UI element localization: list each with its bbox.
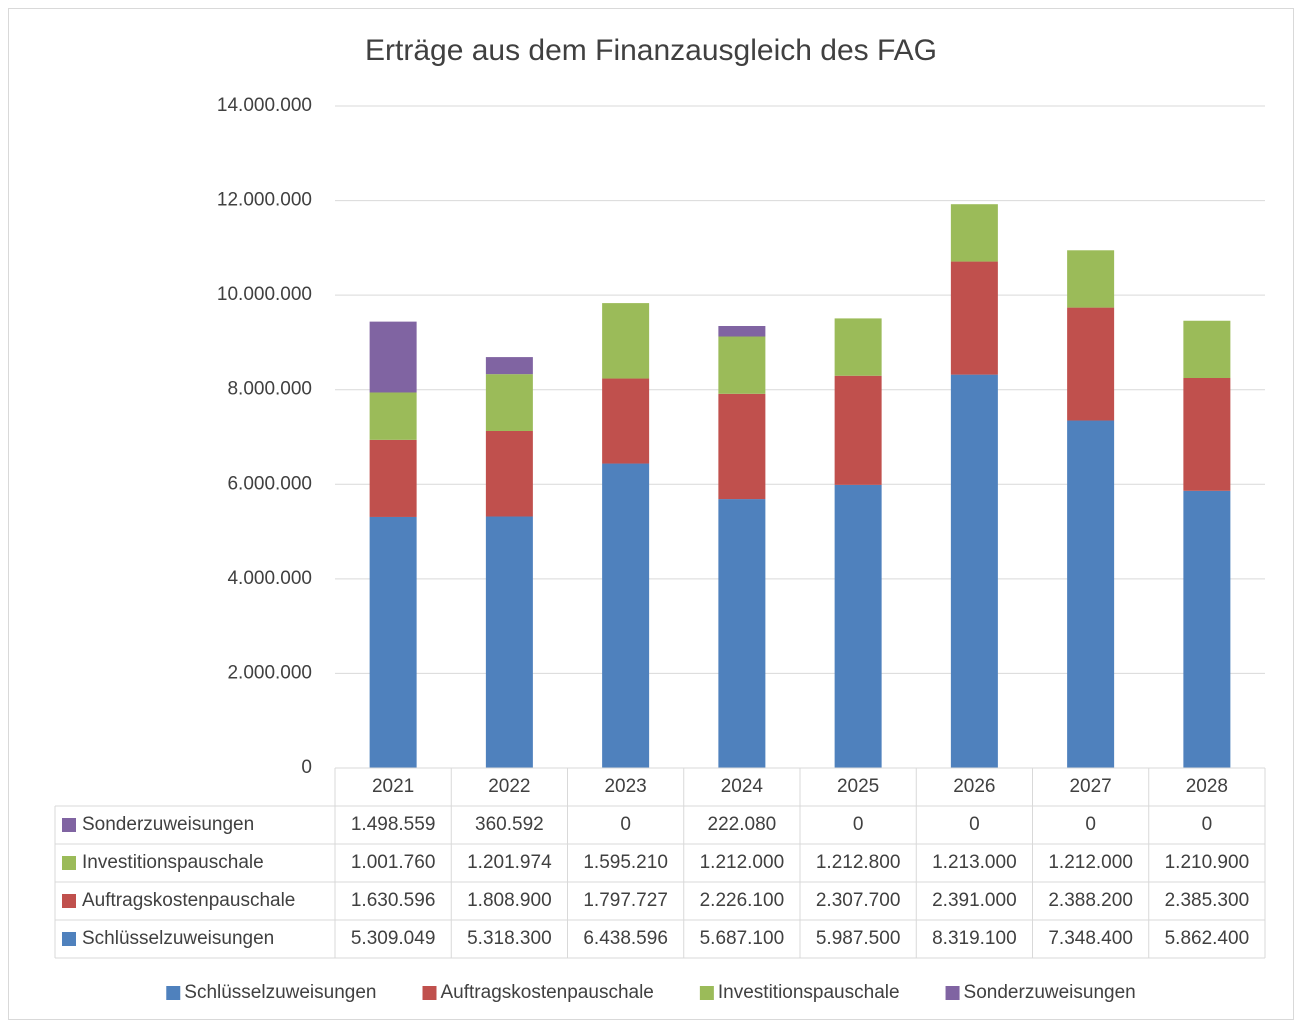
bar-segment: [950, 204, 998, 262]
y-tick-label: 6.000.000: [227, 473, 312, 494]
bar-segment: [602, 303, 650, 379]
table-value: 222.080: [708, 814, 777, 835]
bar-segment: [485, 374, 533, 431]
table-value: 1.808.900: [467, 890, 552, 911]
table-value: 0: [1085, 814, 1096, 835]
table-legend-key: [62, 856, 76, 870]
table-value: 1.001.760: [351, 852, 436, 873]
table-value: 1.797.727: [583, 890, 668, 911]
y-tick-label: 10.000.000: [217, 284, 312, 305]
bar-segment: [834, 484, 882, 768]
table-value: 5.687.100: [700, 928, 785, 949]
table-row-label: Auftragskostenpauschale: [82, 890, 295, 911]
table-value: 0: [1202, 814, 1213, 835]
table-value: 1.213.000: [932, 852, 1017, 873]
x-tick-label: 2025: [837, 776, 879, 797]
table-value: 5.987.500: [816, 928, 901, 949]
legend-key: [945, 986, 960, 1000]
table-value: 1.212.800: [816, 852, 901, 873]
x-tick-label: 2027: [1069, 776, 1111, 797]
table-value: 2.391.000: [932, 890, 1017, 911]
table-row-label: Sonderzuweisungen: [82, 814, 254, 835]
bar-segment: [369, 392, 417, 440]
bar-segment: [602, 463, 650, 768]
table-value: 1.212.000: [700, 852, 785, 873]
y-tick-label: 2.000.000: [227, 662, 312, 683]
bar-segment: [369, 321, 417, 393]
bar-segment: [1183, 490, 1231, 768]
table-value: 0: [969, 814, 980, 835]
bar-segment: [1183, 320, 1231, 379]
x-tick-label: 2028: [1186, 776, 1228, 797]
table-value: 2.388.200: [1048, 890, 1133, 911]
table-value: 5.318.300: [467, 928, 552, 949]
table-legend-key: [62, 932, 76, 946]
table-value: 0: [620, 814, 631, 835]
bar-segment: [485, 516, 533, 768]
x-tick-label: 2024: [721, 776, 764, 797]
bar-segment: [1067, 307, 1115, 421]
bar-segment: [369, 439, 417, 517]
y-tick-label: 8.000.000: [227, 379, 312, 400]
legend-label: Sonderzuweisungen: [964, 982, 1136, 1003]
x-tick-label: 2022: [488, 776, 530, 797]
bar-segment: [834, 318, 882, 376]
x-tick-label: 2026: [953, 776, 995, 797]
table-value: 7.348.400: [1048, 928, 1133, 949]
x-tick-label: 2023: [604, 776, 646, 797]
table-value: 8.319.100: [932, 928, 1017, 949]
table-value: 1.595.210: [583, 852, 668, 873]
legend-key: [422, 986, 437, 1000]
bar-segment: [1067, 420, 1115, 768]
y-tick-label: 0: [301, 757, 312, 778]
table-row-label: Schlüsselzuweisungen: [82, 928, 274, 949]
bar-segment: [718, 499, 766, 768]
table-value: 2.385.300: [1165, 890, 1250, 911]
table-value: 1.630.596: [351, 890, 436, 911]
table-value: 2.307.700: [816, 890, 901, 911]
table-legend-key: [62, 894, 76, 908]
table-value: 360.592: [475, 814, 544, 835]
bar-segment: [485, 357, 533, 375]
table-value: 5.309.049: [351, 928, 436, 949]
y-tick-label: 4.000.000: [227, 568, 312, 589]
bar-segment: [485, 430, 533, 517]
table-value: 1.210.900: [1165, 852, 1250, 873]
legend-key: [166, 986, 181, 1000]
legend-key: [699, 986, 714, 1000]
table-row-label: Investitionspauschale: [82, 852, 264, 873]
legend-label: Investitionspauschale: [718, 982, 900, 1003]
bar-segment: [718, 326, 766, 337]
chart-title: Erträge aus dem Finanzausgleich des FAG: [365, 34, 937, 67]
table-value: 1.498.559: [351, 814, 436, 835]
bar-segment: [950, 374, 998, 768]
bar-segment: [1067, 250, 1115, 308]
table-value: 2.226.100: [700, 890, 785, 911]
legend-label: Auftragskostenpauschale: [441, 982, 654, 1003]
x-tick-label: 2021: [372, 776, 414, 797]
bar-segment: [1183, 378, 1231, 491]
legend-label: Schlüsselzuweisungen: [184, 982, 376, 1003]
table-value: 5.862.400: [1165, 928, 1250, 949]
bar-segment: [950, 261, 998, 375]
y-tick-label: 14.000.000: [217, 95, 312, 116]
bar-segment: [718, 393, 766, 500]
bar-segment: [834, 375, 882, 485]
bar-segment: [718, 336, 766, 394]
bar-segment: [602, 378, 650, 464]
table-legend-key: [62, 818, 76, 832]
table-value: 6.438.596: [583, 928, 668, 949]
bar-segment: [369, 516, 417, 768]
table-value: 0: [853, 814, 864, 835]
table-value: 1.201.974: [467, 852, 552, 873]
y-tick-label: 12.000.000: [217, 190, 312, 211]
table-value: 1.212.000: [1048, 852, 1133, 873]
